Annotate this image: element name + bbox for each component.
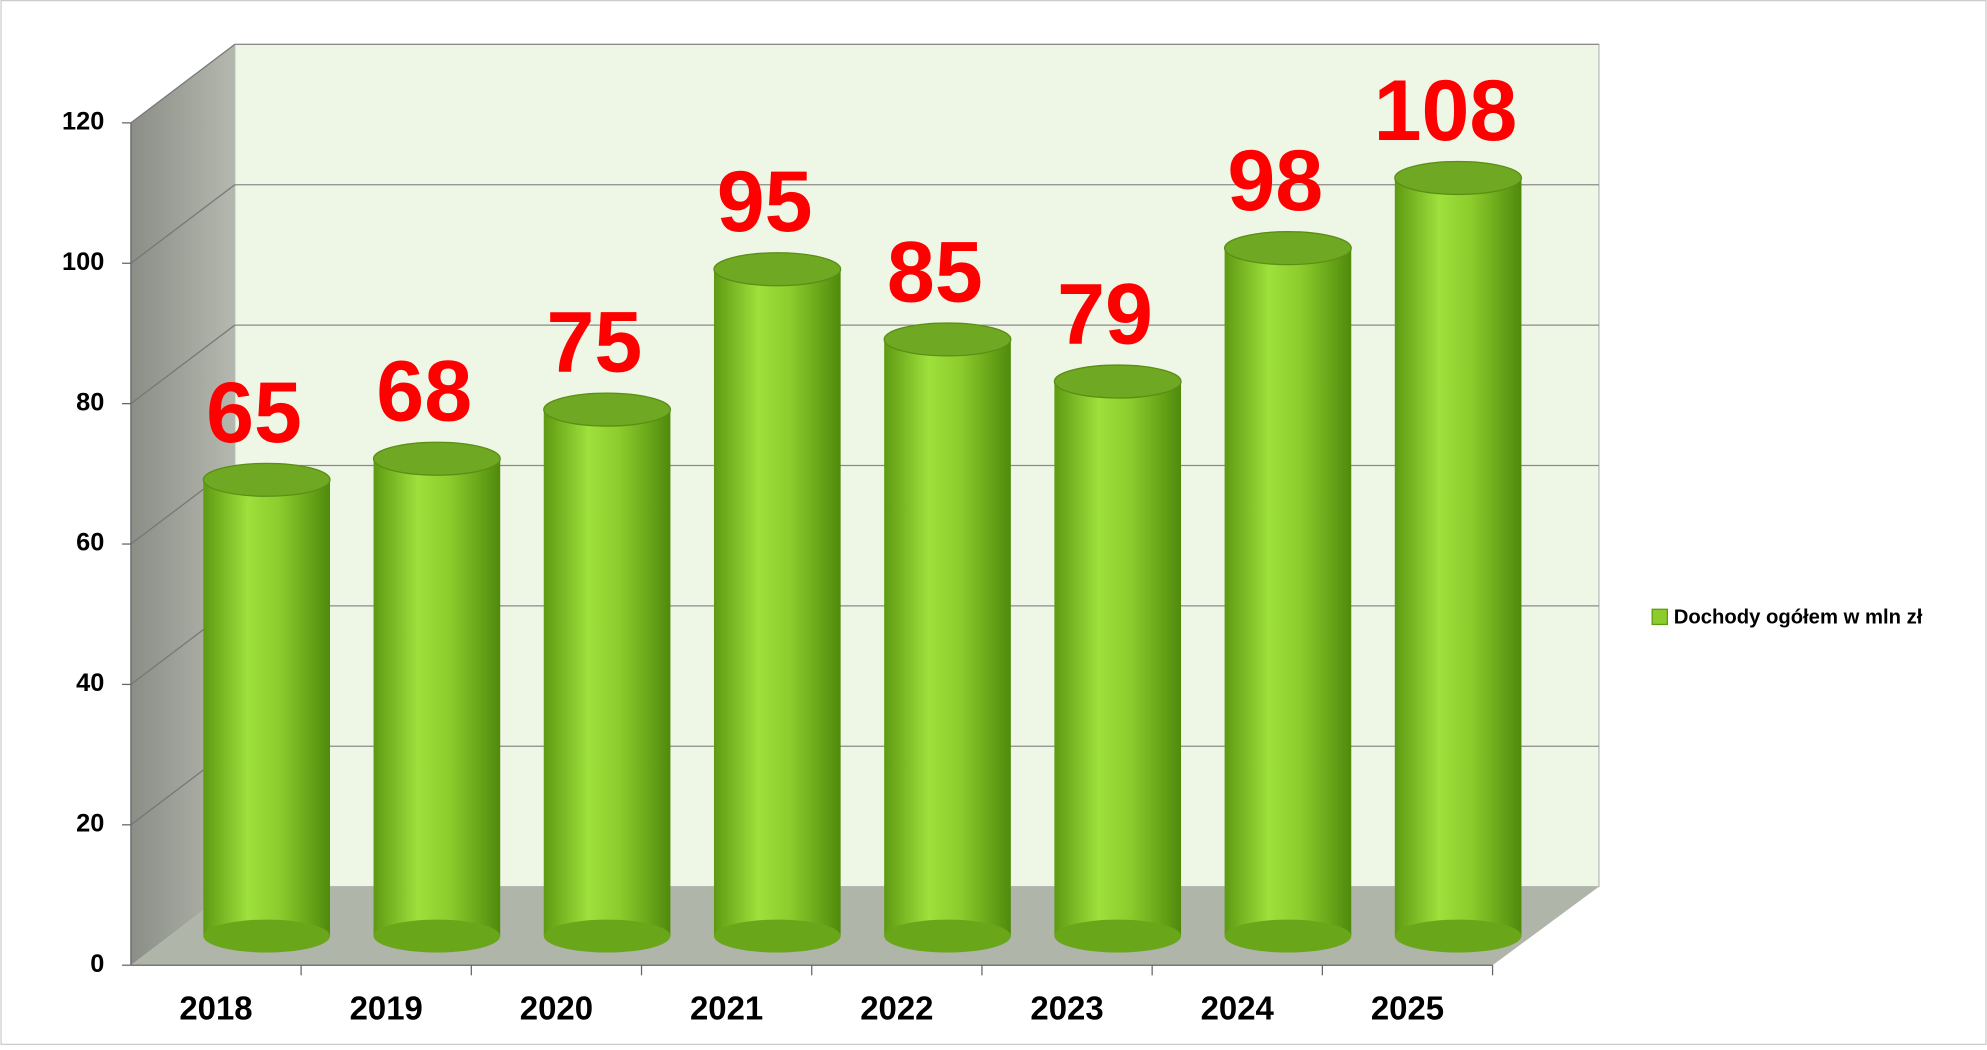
bar-top xyxy=(883,322,1012,357)
legend-swatch xyxy=(1651,608,1668,626)
value-label: 95 xyxy=(717,154,813,250)
bar-top xyxy=(202,462,331,497)
value-label: 68 xyxy=(376,344,472,440)
grid-line xyxy=(130,324,236,405)
value-label: 65 xyxy=(206,365,302,461)
bar-top xyxy=(1053,364,1182,399)
bar xyxy=(713,269,841,937)
bar xyxy=(1054,381,1182,937)
bar xyxy=(203,479,331,937)
bar-top xyxy=(543,392,672,427)
value-label: 75 xyxy=(547,295,643,391)
y-tick-label: 20 xyxy=(76,809,104,837)
bar xyxy=(543,409,671,937)
grid-line xyxy=(130,43,236,124)
bar-bottom xyxy=(373,919,501,953)
floor xyxy=(130,886,1599,966)
y-tick-label: 0 xyxy=(90,950,104,978)
y-tick-label: 60 xyxy=(76,529,104,557)
bar-top xyxy=(1223,231,1352,266)
bar-top xyxy=(1394,160,1523,196)
x-tick-label: 2020 xyxy=(520,990,593,1027)
y-tick-label: 120 xyxy=(62,108,104,136)
bar xyxy=(1394,177,1522,937)
legend-label: Dochody ogółem w mln zł xyxy=(1674,606,1923,628)
bar xyxy=(884,339,1011,937)
value-label: 98 xyxy=(1227,133,1323,229)
bar-bottom xyxy=(1224,919,1352,953)
bar-bottom xyxy=(1394,919,1522,953)
x-tick-label: 2018 xyxy=(179,990,252,1027)
x-tick-label: 2019 xyxy=(350,990,423,1027)
value-label: 85 xyxy=(887,224,983,320)
bar-bottom xyxy=(203,919,331,953)
x-tick-label: 2021 xyxy=(690,990,763,1027)
bar-bottom xyxy=(713,919,841,953)
x-tick-label: 2024 xyxy=(1201,990,1275,1027)
x-tick-label: 2025 xyxy=(1371,990,1444,1027)
bar xyxy=(1224,248,1352,937)
value-label: 108 xyxy=(1374,63,1518,159)
bar xyxy=(373,458,501,937)
bar-bottom xyxy=(884,919,1011,953)
bar-top xyxy=(372,441,501,476)
y-tick-label: 100 xyxy=(62,248,104,276)
grid-line xyxy=(130,184,236,264)
value-label: 79 xyxy=(1057,266,1153,362)
bar-bottom xyxy=(543,919,671,953)
y-tick-label: 80 xyxy=(76,388,104,416)
y-tick-label: 40 xyxy=(76,669,104,697)
x-tick-label: 2023 xyxy=(1030,990,1103,1027)
bar-bottom xyxy=(1054,919,1182,953)
bar-top xyxy=(713,252,842,287)
x-tick-label: 2022 xyxy=(860,990,933,1027)
